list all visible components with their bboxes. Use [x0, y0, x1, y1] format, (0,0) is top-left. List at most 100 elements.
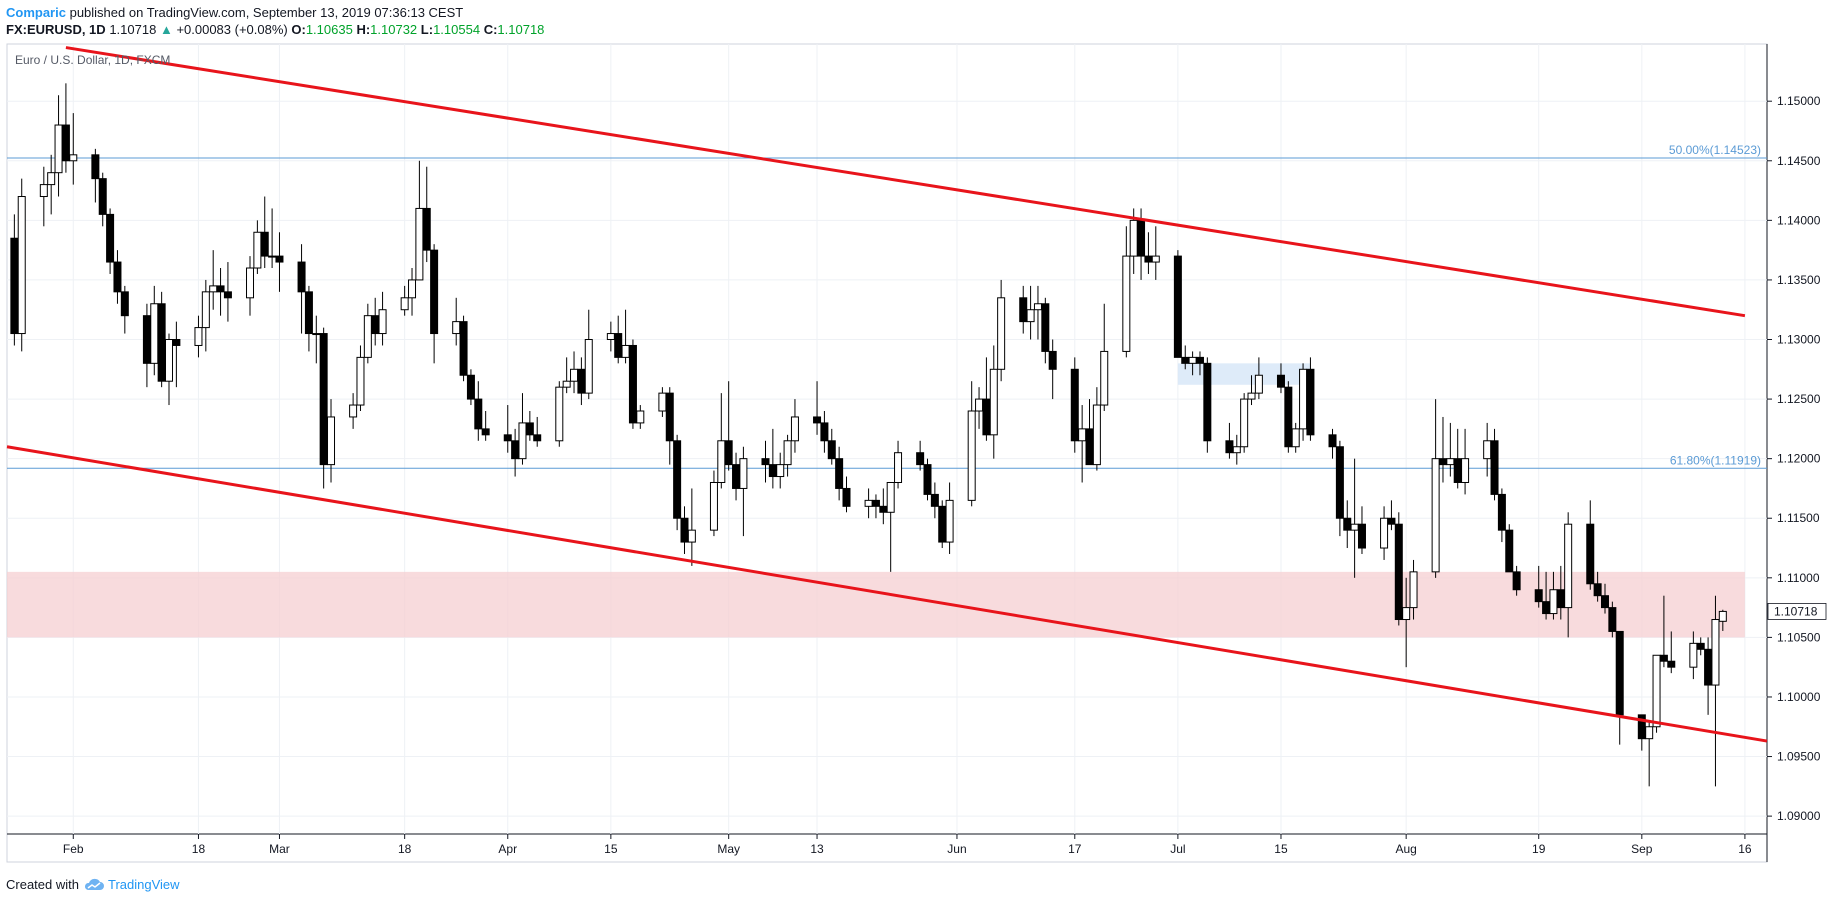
- candle-up: [408, 279, 417, 299]
- time-tick-label: Mar: [269, 842, 290, 856]
- candle-down: [1144, 255, 1153, 263]
- candle-up: [54, 124, 63, 174]
- candle-up: [1291, 428, 1300, 448]
- candle-down: [673, 440, 682, 519]
- candle-up: [201, 291, 210, 329]
- candle-down: [665, 392, 674, 442]
- chart-title: Euro / U.S. Dollar, 1D, FXCM: [15, 53, 170, 67]
- candle-up: [1033, 303, 1042, 311]
- candle-down: [1667, 660, 1676, 668]
- high-value: 1.10732: [370, 22, 418, 37]
- candle-down: [1137, 219, 1146, 257]
- candle-down: [827, 440, 836, 460]
- price-tick-label: 1.15000: [1777, 94, 1821, 108]
- candle-up: [1254, 374, 1263, 394]
- candle-up: [687, 529, 696, 543]
- candle-up: [17, 196, 26, 335]
- tradingview-link[interactable]: TradingView: [83, 877, 180, 892]
- candle-down: [842, 487, 851, 507]
- candle-up: [1188, 356, 1197, 364]
- candle-up: [776, 464, 785, 478]
- channel-trendline: [6, 445, 1768, 743]
- candle-down: [1490, 440, 1499, 495]
- published-text: published on TradingView.com, September …: [69, 5, 464, 20]
- candle-down: [577, 368, 586, 394]
- candle-up: [1078, 428, 1087, 442]
- candle-down: [319, 333, 328, 466]
- time-tick-label: Jun: [947, 842, 966, 856]
- time-tick-label: 13: [810, 842, 824, 856]
- trendlines: [6, 46, 1768, 743]
- fib-level-label: 50.00%(1.14523): [1669, 143, 1761, 157]
- symbol-label[interactable]: FX:EURUSD, 1D: [6, 22, 106, 37]
- candle-down: [732, 464, 741, 489]
- candle-down: [1173, 255, 1182, 358]
- candle-up: [69, 154, 78, 162]
- candle-up: [415, 207, 424, 281]
- candle-up: [349, 404, 358, 418]
- candle-up: [584, 339, 593, 394]
- candle-up: [1718, 610, 1727, 622]
- candle-down: [982, 398, 991, 436]
- candle-up: [606, 333, 615, 341]
- candle-down: [260, 231, 269, 257]
- candle-up: [165, 339, 174, 382]
- candle-up: [1350, 523, 1359, 531]
- candle-down: [1438, 458, 1447, 466]
- candle-up: [356, 356, 365, 406]
- candle-up: [636, 410, 645, 424]
- time-tick-label: Feb: [63, 842, 84, 856]
- candle-up: [790, 416, 799, 442]
- channel-trendline: [65, 46, 1746, 318]
- created-with-text: Created with: [6, 877, 79, 892]
- candle-down: [1394, 523, 1403, 621]
- candle-down: [422, 207, 431, 251]
- candle-up: [1122, 255, 1131, 352]
- candle-down: [106, 213, 115, 263]
- candle-down: [1556, 589, 1565, 609]
- fib-level-label: 61.80%(1.11919): [1670, 453, 1761, 467]
- candle-down: [614, 333, 623, 358]
- last-price-badge: 1.10718: [1767, 603, 1827, 620]
- candle-up: [1409, 571, 1418, 609]
- low-value: 1.10554: [433, 22, 481, 37]
- candle-down: [1542, 601, 1551, 615]
- candle-down: [1608, 607, 1617, 632]
- time-tick-label: 15: [604, 842, 618, 856]
- open-label: O:: [291, 22, 306, 37]
- candle-up: [194, 327, 203, 346]
- candle-up: [1446, 458, 1455, 466]
- candle-down: [533, 434, 542, 442]
- candle-up: [967, 410, 976, 501]
- publish-line: Comparic published on TradingView.com, S…: [6, 4, 544, 21]
- tradingview-brand: TradingView: [107, 877, 180, 892]
- time-tick-label: 18: [398, 842, 412, 856]
- candle-up: [975, 398, 984, 412]
- candle-up: [400, 297, 409, 311]
- candle-down: [680, 517, 689, 543]
- candle-up: [1299, 368, 1308, 430]
- candle-up: [709, 481, 718, 531]
- price-axis-ticks: 1.09000 1.09500 1.10000 1.10500 1.11000 1.115…: [1767, 94, 1821, 823]
- candle-down: [1306, 368, 1315, 436]
- candle-down: [1203, 362, 1212, 442]
- candle-up: [1026, 309, 1035, 323]
- price-tick-label: 1.11000: [1777, 571, 1820, 585]
- author-link[interactable]: Comparic: [6, 5, 66, 20]
- price-tick-label: 1.14500: [1777, 154, 1821, 168]
- candle-up: [894, 452, 903, 483]
- candle-down: [1387, 517, 1396, 525]
- candle-down: [930, 493, 939, 507]
- candle-down: [938, 505, 947, 543]
- tradingview-cloud-icon: [84, 878, 104, 890]
- candle-down: [813, 416, 822, 424]
- open-value: 1.10635: [305, 22, 353, 37]
- candle-down: [1696, 642, 1705, 650]
- grid-lines: [7, 44, 1767, 834]
- candle-up: [518, 422, 527, 460]
- price-tick-label: 1.11500: [1777, 511, 1820, 525]
- candle-down: [511, 440, 520, 460]
- candle-up: [555, 386, 564, 442]
- fib-levels: 50.00%(1.14523) 61.80%(1.11919): [7, 143, 1767, 469]
